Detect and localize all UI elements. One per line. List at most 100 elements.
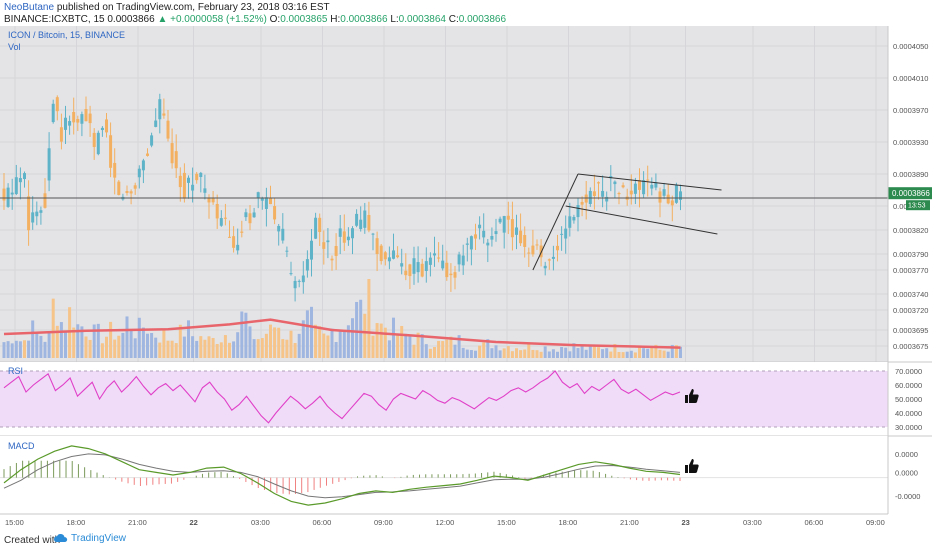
price-pane[interactable]: ICON / Bitcoin, 15, BINANCE Vol 0.000405… bbox=[0, 26, 932, 362]
rsi-tick-label: 50.0000 bbox=[895, 395, 922, 404]
volume-bar bbox=[59, 322, 63, 358]
volume-bar bbox=[629, 350, 633, 358]
volume-bar bbox=[228, 342, 231, 358]
volume-bar bbox=[551, 349, 555, 358]
candle-body bbox=[269, 198, 272, 205]
time-tick-label: 09:00 bbox=[866, 518, 885, 527]
candle-body bbox=[367, 214, 371, 231]
volume-bar bbox=[55, 325, 59, 358]
close-label: C: bbox=[448, 14, 459, 25]
candle-body bbox=[445, 262, 449, 278]
candle-body bbox=[187, 177, 190, 183]
tradingview-brand[interactable]: TradingView bbox=[54, 533, 126, 544]
candle-body bbox=[666, 194, 670, 204]
candle-body bbox=[592, 191, 596, 196]
flagpole-line[interactable] bbox=[532, 173, 579, 271]
volume-bar bbox=[392, 317, 395, 358]
candle-body bbox=[281, 228, 285, 241]
volume-bar bbox=[371, 335, 375, 358]
macd-axis[interactable]: 0.0000 0.0000 -0.0000 bbox=[895, 450, 920, 501]
volume-bar bbox=[240, 311, 244, 358]
candle-body bbox=[215, 204, 219, 219]
volume-bar bbox=[662, 350, 666, 358]
volume-bar bbox=[527, 342, 531, 358]
candle-body bbox=[125, 190, 129, 194]
candle-body bbox=[638, 180, 641, 190]
candle-body bbox=[211, 197, 215, 203]
volume-bar bbox=[355, 301, 359, 358]
volume-bar bbox=[260, 338, 264, 358]
candle-body bbox=[424, 261, 428, 271]
volume-ma-line bbox=[3, 318, 681, 349]
volume-bar bbox=[174, 343, 178, 358]
time-tick-label: 18:00 bbox=[67, 518, 86, 527]
candle-body bbox=[301, 275, 305, 283]
rsi-axis[interactable]: 70.0000 60.0000 50.0000 40.0000 30.0000 bbox=[895, 367, 922, 432]
time-tick-label: 22 bbox=[190, 518, 198, 527]
candle-body bbox=[379, 245, 383, 262]
candle-body bbox=[642, 180, 646, 195]
candle-body bbox=[318, 217, 322, 233]
volume-bar bbox=[490, 348, 494, 358]
macd-pane[interactable]: MACD 0.0000 0.0000 -0.0000 bbox=[0, 436, 920, 514]
candle-body bbox=[433, 253, 436, 256]
volume-bar bbox=[232, 341, 236, 358]
candle-body bbox=[35, 211, 39, 217]
candle-body bbox=[400, 263, 404, 267]
candle-body bbox=[486, 242, 490, 246]
last-price: 0.0003866 bbox=[107, 14, 155, 25]
candle-body bbox=[375, 238, 379, 254]
candle-body bbox=[31, 212, 35, 223]
volume-bar bbox=[338, 331, 342, 358]
volume-bar bbox=[613, 344, 617, 358]
candle-body bbox=[326, 240, 330, 243]
volume-bar bbox=[187, 320, 190, 358]
volume-bar bbox=[289, 330, 293, 358]
volume-bar bbox=[281, 339, 285, 358]
time-tick-label: 12:00 bbox=[436, 518, 455, 527]
candle-body bbox=[633, 183, 637, 194]
candle-body bbox=[109, 135, 113, 168]
time-axis-bg bbox=[0, 514, 932, 530]
candle-body bbox=[289, 273, 293, 275]
candle-body bbox=[228, 236, 231, 238]
candle-body bbox=[96, 132, 100, 155]
volume-bar bbox=[515, 348, 518, 358]
candle-body bbox=[396, 255, 400, 258]
volume-bar bbox=[531, 349, 535, 358]
volume-bar bbox=[367, 278, 371, 358]
volume-bar bbox=[474, 350, 477, 358]
volume-bar bbox=[88, 339, 92, 358]
volume-bar bbox=[269, 324, 272, 358]
candle-body bbox=[420, 263, 424, 277]
volume-bar bbox=[412, 344, 416, 358]
high-label: H: bbox=[330, 14, 341, 25]
author-link[interactable]: NeoButane bbox=[4, 2, 55, 13]
candle-body bbox=[342, 231, 346, 243]
candle-body bbox=[59, 127, 63, 142]
chart-area[interactable]: ICON / Bitcoin, 15, BINANCE Vol 0.000405… bbox=[0, 26, 932, 530]
candle-body bbox=[547, 259, 551, 261]
volume-bar bbox=[223, 335, 227, 358]
candle-body bbox=[182, 172, 186, 199]
volume-bar bbox=[592, 346, 596, 358]
volume-bar bbox=[461, 347, 465, 358]
volume-bar bbox=[334, 341, 338, 358]
open-label: O: bbox=[269, 14, 281, 25]
volume-bar bbox=[314, 324, 318, 358]
thumbs-up-icon bbox=[685, 389, 699, 403]
candle-body bbox=[322, 242, 326, 249]
channel-upper-line[interactable] bbox=[577, 173, 722, 191]
candle-body bbox=[293, 280, 297, 289]
time-axis[interactable]: 15:00 18:00 21:00 22 03:00 06:00 09:00 12:00 15:… bbox=[0, 513, 932, 530]
rsi-pane[interactable]: RSI 70.0000 60.0000 50.0000 40.0000 30.0000 bbox=[0, 362, 922, 436]
candle-body bbox=[80, 114, 84, 124]
channel-drawings[interactable] bbox=[532, 173, 722, 271]
candle-body bbox=[297, 280, 301, 282]
candle-body bbox=[334, 246, 338, 256]
volume-bar bbox=[109, 321, 113, 358]
volume-bar bbox=[310, 306, 313, 358]
candle-body bbox=[629, 190, 633, 195]
candle-body bbox=[371, 233, 375, 235]
channel-lower-line[interactable] bbox=[565, 205, 718, 235]
